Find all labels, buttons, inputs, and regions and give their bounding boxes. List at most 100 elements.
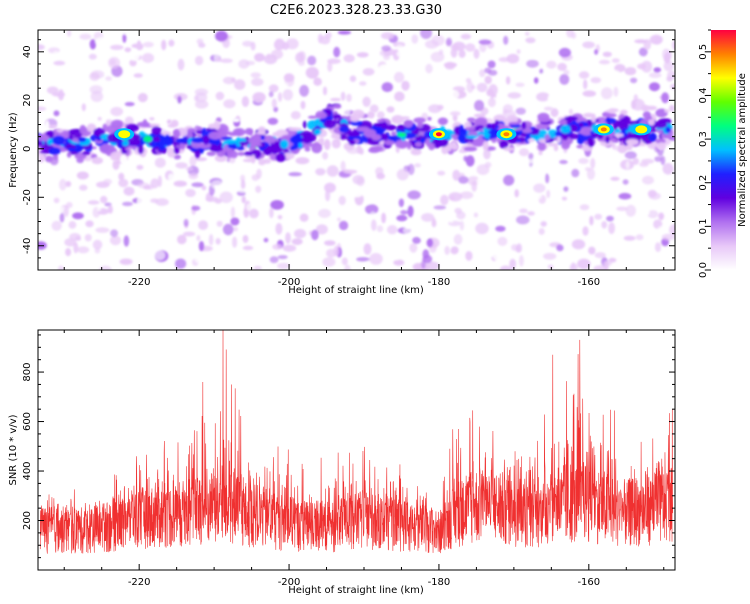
heatmap-cell [369, 211, 376, 219]
heatmap-cell [568, 108, 573, 115]
heatmap-cell [421, 259, 426, 269]
heatmap-cell [299, 213, 309, 222]
heatmap-cell [602, 51, 612, 57]
heatmap-cell [396, 168, 409, 181]
heatmap-cell [456, 211, 466, 220]
heatmap-cell [396, 44, 403, 50]
heatmap-cell [122, 201, 133, 207]
heatmap-cell [662, 163, 674, 175]
heatmap-band-cell [642, 105, 648, 111]
heatmap-cell [556, 244, 564, 252]
heatmap-cell [376, 225, 384, 233]
heatmap-y-ticks: -40 -20 0 20 40 [22, 39, 675, 271]
heatmap-cell [529, 47, 539, 60]
heatmap-y-tick-label: 20 [22, 94, 33, 107]
heatmap-cell [543, 106, 554, 111]
heatmap-cell [577, 258, 591, 270]
heatmap-cell [452, 41, 466, 51]
heatmap-band-cell [403, 119, 413, 128]
heatmap-cell [240, 179, 246, 191]
heatmap-cell [638, 208, 650, 217]
heatmap-cell [183, 218, 189, 227]
heatmap-cell [458, 49, 466, 58]
heatmap-cell [432, 77, 447, 83]
heatmap-band-cell [86, 123, 97, 133]
heatmap-cell [242, 245, 254, 251]
heatmap-cell [63, 206, 69, 218]
heatmap-cell [124, 116, 134, 126]
heatmap-band-cell [560, 119, 567, 126]
heatmap-band-cell [208, 131, 223, 140]
heatmap-cell [343, 54, 355, 63]
heatmap-band-cell [391, 131, 397, 136]
heatmap-cell [657, 225, 667, 232]
heatmap-cell [341, 257, 348, 266]
heatmap-band-cell [186, 144, 193, 149]
heatmap-cell [277, 92, 283, 102]
heatmap-band-cell [458, 128, 467, 132]
heatmap-band-cell [288, 127, 302, 131]
heatmap-cell [364, 200, 372, 205]
heatmap-cell [453, 234, 463, 245]
heatmap-cell [475, 222, 489, 235]
heatmap-cell [510, 244, 519, 251]
heatmap-band-cell [251, 154, 256, 164]
heatmap-cell [658, 212, 665, 221]
heatmap-cell [445, 89, 460, 100]
heatmap-band-cell [333, 104, 342, 109]
heatmap-cell [52, 50, 60, 61]
heatmap-cell [285, 232, 291, 244]
heatmap-band-cell [428, 142, 435, 151]
heatmap-cell [394, 91, 405, 102]
heatmap-cell [639, 162, 649, 167]
heatmap-band-cell [38, 141, 44, 147]
heatmap-cell [251, 174, 260, 181]
heatmap-cell [404, 222, 413, 230]
heatmap-cell [313, 77, 322, 86]
heatmap-band-cell [368, 147, 380, 153]
heatmap-y-tick-label: -20 [22, 189, 33, 205]
heatmap-cell [610, 176, 620, 181]
heatmap-cell [623, 235, 636, 241]
heatmap-cell [211, 180, 224, 190]
heatmap-band-cell [550, 108, 559, 118]
heatmap-cell [344, 264, 351, 270]
heatmap-cell [653, 36, 662, 45]
heatmap-cell [386, 225, 398, 235]
heatmap-cell [338, 195, 346, 206]
heatmap-cell [579, 204, 590, 211]
heatmap-cell [242, 40, 254, 47]
heatmap-cell [386, 106, 395, 113]
heatmap-cell [337, 217, 341, 222]
heatmap-cell [68, 221, 77, 229]
heatmap-cell [120, 30, 135, 36]
heatmap-cell [269, 256, 279, 264]
heatmap-x-tick-label: -220 [128, 277, 151, 288]
heatmap-cell [204, 160, 213, 170]
heatmap-x-tick-label: -160 [577, 277, 600, 288]
heatmap-cell [467, 200, 480, 210]
heatmap-cell [557, 106, 570, 117]
heatmap-cell [277, 262, 290, 270]
heatmap-cell [85, 220, 94, 228]
heatmap-cell [566, 30, 574, 38]
heatmap-cell [400, 210, 408, 215]
heatmap-cell [474, 100, 485, 112]
heatmap-cell [474, 259, 485, 268]
colorbar-gradient [711, 30, 736, 270]
heatmap-cell [481, 250, 494, 258]
heatmap-cell [476, 164, 490, 176]
heatmap-band-cell [590, 131, 595, 135]
heatmap-band-cell [173, 147, 180, 154]
heatmap-band-cell [404, 142, 412, 146]
heatmap-cell [123, 186, 135, 196]
heatmap-cell [52, 255, 57, 267]
heatmap-cell [38, 44, 45, 51]
heatmap-cell [263, 217, 277, 222]
heatmap-cell [280, 82, 289, 90]
heatmap-band-cell [415, 141, 422, 147]
heatmap-cell [495, 245, 502, 251]
heatmap-cell [194, 254, 209, 264]
heatmap-band-cell [175, 138, 189, 144]
heatmap-cell [514, 189, 519, 198]
